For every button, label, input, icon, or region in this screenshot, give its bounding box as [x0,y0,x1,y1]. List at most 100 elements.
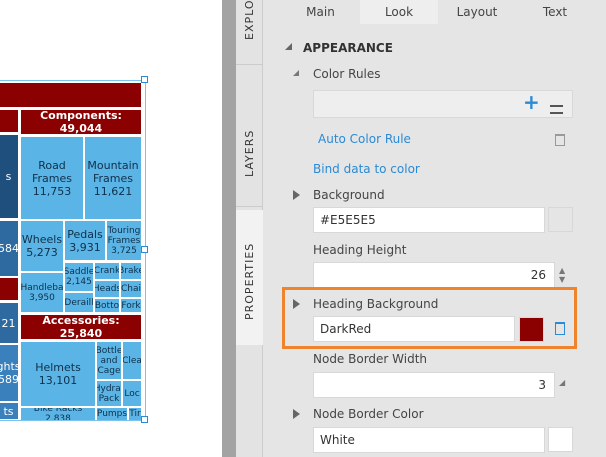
color-swatch[interactable] [548,207,573,232]
caret[interactable] [285,43,292,50]
cell-text: s [5,170,12,183]
trash-icon[interactable] [555,134,565,146]
cell-name: Pumps [97,409,127,419]
cell: 584 [0,221,18,276]
cell: Helmets 13,101 [21,342,95,406]
header: Accessories: 25,840 [21,315,141,339]
tab[interactable]: Look [360,0,438,24]
cell: Clea [123,342,141,379]
header: Components: 49,044 [21,110,141,134]
header-text: Accessories: 25,840 [42,315,120,339]
cell-text: 21 [1,316,16,330]
cell-text: ts [3,404,14,418]
tab[interactable]: Main [306,5,335,19]
side-tab[interactable]: EXPLO [236,0,262,65]
label: Color Rules [313,67,381,81]
cell-text: ghts [0,360,18,373]
properties-panel: Main Look Layout Text APPEARANCE Color R… [263,0,606,457]
cell: Botto [95,299,119,312]
expander[interactable] [293,409,300,419]
cell-name: Road Frames [31,158,72,185]
cell-name: Wheels [21,233,63,246]
cell: Road Frames 11,753 [21,137,83,219]
cell: Pumps [97,408,127,420]
cell-name: Hydrat Pack [97,383,121,404]
cell: Bottle and Cage [97,342,121,379]
cell: s [0,135,18,218]
cell-name: Chai [121,284,141,294]
cell-name: Tir [129,409,141,419]
cell-text: 589 [0,373,18,386]
treemap[interactable]: s 584 21 ghts589 ts Components: 49,044 A… [0,80,146,421]
cell: Heads [95,281,119,297]
cell-value: 3,725 [111,245,137,256]
handle[interactable] [141,416,148,423]
highlight [282,287,577,349]
rules-list [313,90,573,118]
expander[interactable] [293,190,300,200]
handle[interactable] [141,76,148,83]
header-text: Components: 49,044 [40,110,122,134]
label: Heading Background [313,297,439,311]
spinner[interactable]: ▲ ▼ [559,266,566,284]
header [0,278,18,300]
input[interactable]: White [313,427,545,453]
color-swatch[interactable] [548,427,573,452]
cell-name: Bike Racks 2,838 [33,408,83,420]
cell-name: Helmets [35,361,81,374]
cell-value: 5,273 [26,246,58,259]
cell: Hydrat Pack [97,381,121,406]
label: Heading Height [313,243,407,257]
cell-name: Bottle and Cage [97,345,121,376]
label: Node Border Color [313,407,424,421]
splitter[interactable] [222,0,236,457]
cell-name: Handleba [21,282,63,293]
cell: Wheels 5,273 [21,221,63,271]
label: Node Border Width [313,352,428,366]
cell-name: Botto [95,300,119,311]
cell-name: Crank [95,266,119,276]
cell: Crank [95,263,119,279]
input[interactable]: #E5E5E5 [313,207,545,233]
cell: Fork [121,299,141,312]
cell: Loc [123,381,141,406]
input[interactable]: 3 [313,372,555,398]
input[interactable]: 26 [313,262,555,288]
cell: Tir [129,408,141,420]
cell: Touring Frames 3,725 [107,221,141,260]
cell-name: Mountain Frames [87,158,139,185]
cell: 21 [0,303,18,343]
cell: Pedals 3,931 [65,221,105,260]
section-title: APPEARANCE [303,41,393,55]
handle[interactable] [141,246,148,253]
cell: Mountain Frames 11,621 [85,137,141,219]
side-tab[interactable]: LAYERS [236,67,262,207]
cell-value: 11,753 [32,184,72,198]
tab[interactable]: Layout [456,5,498,19]
add-button[interactable]: + [523,90,540,114]
cell: Chai [121,281,141,297]
menu-icon[interactable] [550,105,563,114]
side-tab[interactable]: PROPERTIES [236,210,263,345]
link[interactable]: Auto Color Rule [318,132,411,146]
cell-value: 13,101 [38,374,78,387]
tab[interactable]: Text [542,5,568,19]
expander[interactable] [293,299,300,309]
trash-icon[interactable] [555,322,565,335]
side-tab-strip: EXPLO LAYERS PROPERTIES [236,0,263,457]
cell: Saddle 2,145 [65,263,93,291]
color-swatch[interactable] [519,317,544,342]
side-tab-label: PROPERTIES [243,242,256,320]
cell: Bike Racks 2,838 [21,408,95,420]
link[interactable]: Bind data to color [313,162,420,176]
side-tab-label: LAYERS [243,129,256,177]
cell-name: Fork [121,300,141,311]
cell-value: 11,621 [93,184,133,198]
cell: ts [0,403,18,419]
caret[interactable] [293,70,299,76]
spinner[interactable]: ◢ [559,378,566,387]
cell-name: Saddle [65,267,93,277]
cell: Handleba 3,950 [21,273,63,312]
input[interactable]: DarkRed [313,316,515,342]
